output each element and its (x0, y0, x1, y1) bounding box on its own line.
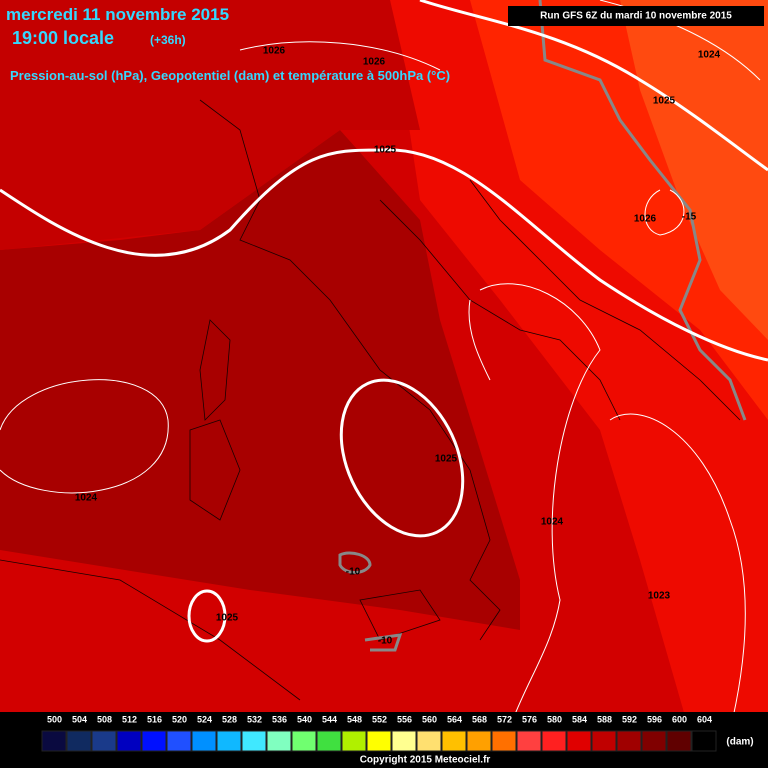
legend-swatch (541, 730, 567, 752)
legend-value: 544 (322, 714, 337, 724)
isobar-1025 (187, 589, 227, 643)
isobar-label: 1024 (541, 517, 564, 528)
legend-swatch (341, 730, 367, 752)
legend-value: 512 (122, 714, 137, 724)
legend-value: 504 (72, 714, 87, 724)
legend-swatch (216, 730, 242, 752)
legend-swatch (641, 730, 667, 752)
copyright: Copyright 2015 Meteociel.fr (360, 755, 491, 766)
date-title: mercredi 11 novembre 2015 (6, 5, 229, 24)
subtitle: Pression-au-sol (hPa), Geopotentiel (dam… (10, 68, 450, 83)
legend-value: 524 (197, 714, 212, 724)
legend-unit: (dam) (726, 737, 753, 748)
legend-swatch (166, 730, 192, 752)
legend-swatch (416, 730, 442, 752)
legend-value: 548 (347, 714, 362, 724)
run-box (508, 6, 764, 26)
legend-value: 592 (622, 714, 637, 724)
legend-value: 580 (547, 714, 562, 724)
isotherm (338, 551, 403, 652)
legend-value: 596 (647, 714, 662, 724)
lead-time: (+36h) (150, 33, 186, 47)
legend-swatch (391, 730, 417, 752)
legend-swatch (566, 730, 592, 752)
isobar-label: 1026 (263, 46, 286, 57)
legend-swatch (591, 730, 617, 752)
legend-swatch (41, 730, 67, 752)
time-title: 19:00 locale (12, 28, 114, 48)
isobar-label: 1023 (648, 591, 671, 602)
isobar-1025 (0, 148, 768, 362)
legend-swatch (241, 730, 267, 752)
isobar-label: -15 (682, 212, 697, 223)
isotherm (538, 0, 747, 421)
legend-swatch (116, 730, 142, 752)
isobar-label: 1026 (363, 57, 386, 68)
isobar-label: 1025 (653, 96, 676, 107)
legend-value: 520 (172, 714, 187, 724)
legend-value: 556 (397, 714, 412, 724)
zone (0, 130, 520, 630)
legend-swatch (466, 730, 492, 752)
legend-value: 560 (422, 714, 437, 724)
legend-swatch (91, 730, 117, 752)
legend-value: 564 (447, 714, 462, 724)
legend-swatch (191, 730, 217, 752)
legend-swatch (691, 730, 717, 752)
legend-swatch (516, 730, 542, 752)
legend-swatch (491, 730, 517, 752)
isobar-label: 1025 (216, 613, 239, 624)
isobar-label: -10 (346, 567, 361, 578)
isobar-1025 (339, 378, 465, 538)
zone (0, 0, 420, 250)
legend-swatch (291, 730, 317, 752)
legend-swatch (66, 730, 92, 752)
legend-swatch (141, 730, 167, 752)
legend-value: 528 (222, 714, 237, 724)
legend-value: 600 (672, 714, 687, 724)
legend-value: 552 (372, 714, 387, 724)
legend-value: 536 (272, 714, 287, 724)
isobar-label: 1024 (75, 493, 98, 504)
legend-swatch (366, 730, 392, 752)
legend-swatch (666, 730, 692, 752)
zone (620, 0, 768, 340)
isobar-label: 1026 (634, 214, 657, 225)
legend-value: 584 (572, 714, 587, 724)
legend-value: 508 (97, 714, 112, 724)
legend-value: 500 (47, 714, 62, 724)
legend-value: 532 (247, 714, 262, 724)
isobar-label: 1025 (374, 145, 397, 156)
isobar-label: 1025 (435, 454, 458, 465)
isobar-1025 (419, 0, 768, 172)
legend-value: 588 (597, 714, 612, 724)
legend-swatch (441, 730, 467, 752)
isobar-label: 1024 (698, 50, 721, 61)
legend-value: 576 (522, 714, 537, 724)
legend-swatch (616, 730, 642, 752)
legend-swatch (316, 730, 342, 752)
legend-value: 540 (297, 714, 312, 724)
coastline (0, 99, 741, 701)
legend-value: 516 (147, 714, 162, 724)
legend-value: 604 (697, 714, 712, 724)
legend-value: 568 (472, 714, 487, 724)
run-label: Run GFS 6Z du mardi 10 novembre 2015 (540, 11, 732, 22)
legend-swatch (266, 730, 292, 752)
isobar-label: -10 (378, 636, 393, 647)
legend-value: 572 (497, 714, 512, 724)
